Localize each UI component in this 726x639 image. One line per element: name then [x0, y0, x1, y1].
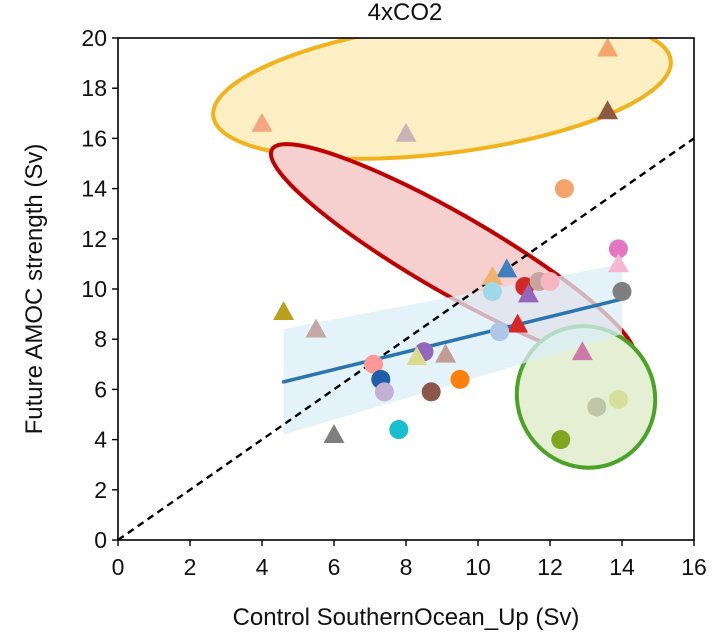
- data-point-triangle: [395, 122, 417, 142]
- data-point-circle: [482, 282, 502, 302]
- x-tick-label: 14: [609, 554, 635, 580]
- data-point-circle: [450, 369, 470, 389]
- y-tick-label: 6: [94, 376, 107, 402]
- x-tick-label: 0: [112, 554, 125, 580]
- data-point-circle: [554, 179, 574, 199]
- highlight-ellipse: [211, 38, 673, 161]
- data-point-circle: [551, 430, 571, 450]
- plot-area: [118, 38, 694, 540]
- data-point-circle: [374, 382, 394, 402]
- y-tick-label: 18: [81, 75, 107, 101]
- x-tick-label: 4: [256, 554, 269, 580]
- data-point-triangle: [496, 258, 518, 278]
- x-tick-label: 8: [400, 554, 413, 580]
- data-point-triangle: [597, 100, 619, 120]
- data-point-circle: [490, 322, 510, 342]
- axis-ticks: 0 2 4 6 8 10 12 14 16 0 2 4 6 8 10 12 14 16 18 20: [81, 25, 706, 580]
- data-point-triangle: [406, 346, 428, 366]
- data-point-circle: [587, 397, 607, 417]
- data-point-triangle: [273, 301, 295, 320]
- y-tick-label: 0: [94, 527, 107, 553]
- y-tick-label: 10: [81, 276, 107, 302]
- data-point-triangle: [323, 424, 345, 443]
- chart-title: 4xCO2: [368, 0, 443, 26]
- data-point-circle: [389, 420, 409, 440]
- data-point-circle: [608, 239, 628, 259]
- regression-line: [281, 297, 624, 384]
- y-tick-label: 8: [94, 326, 107, 352]
- data-point-triangle: [607, 253, 629, 273]
- data-point-triangle: [435, 343, 457, 363]
- y-tick-label: 12: [81, 226, 107, 252]
- x-axis-label: Control SouthernOcean_Up (Sv): [233, 604, 580, 631]
- data-point-triangle: [305, 318, 327, 338]
- x-tick-label: 16: [681, 554, 707, 580]
- data-point-triangle: [507, 313, 529, 333]
- data-point-circle: [612, 282, 632, 302]
- data-point-triangle: [597, 38, 619, 57]
- data-point-triangle: [571, 341, 593, 361]
- one-to-one-reference-line: [118, 137, 694, 540]
- y-tick-label: 20: [81, 25, 107, 51]
- y-axis-label: Future AMOC strength (Sv): [21, 144, 48, 435]
- data-point-circle: [364, 354, 384, 374]
- y-tick-label: 16: [81, 125, 107, 151]
- x-tick-label: 12: [537, 554, 563, 580]
- y-tick-label: 4: [94, 427, 107, 453]
- x-tick-label: 2: [184, 554, 197, 580]
- data-point-circle: [608, 389, 628, 409]
- y-tick-label: 2: [94, 477, 107, 503]
- data-point-triangle: [481, 265, 503, 285]
- x-tick-label: 10: [465, 554, 491, 580]
- data-point-triangle: [251, 112, 273, 132]
- data-point-circle: [540, 271, 560, 291]
- data-point-circle: [421, 382, 441, 402]
- y-tick-label: 14: [81, 176, 107, 202]
- x-tick-label: 6: [328, 554, 341, 580]
- plot-content: [118, 38, 694, 540]
- confidence-band: [283, 263, 622, 435]
- data-point-triangle: [517, 283, 539, 303]
